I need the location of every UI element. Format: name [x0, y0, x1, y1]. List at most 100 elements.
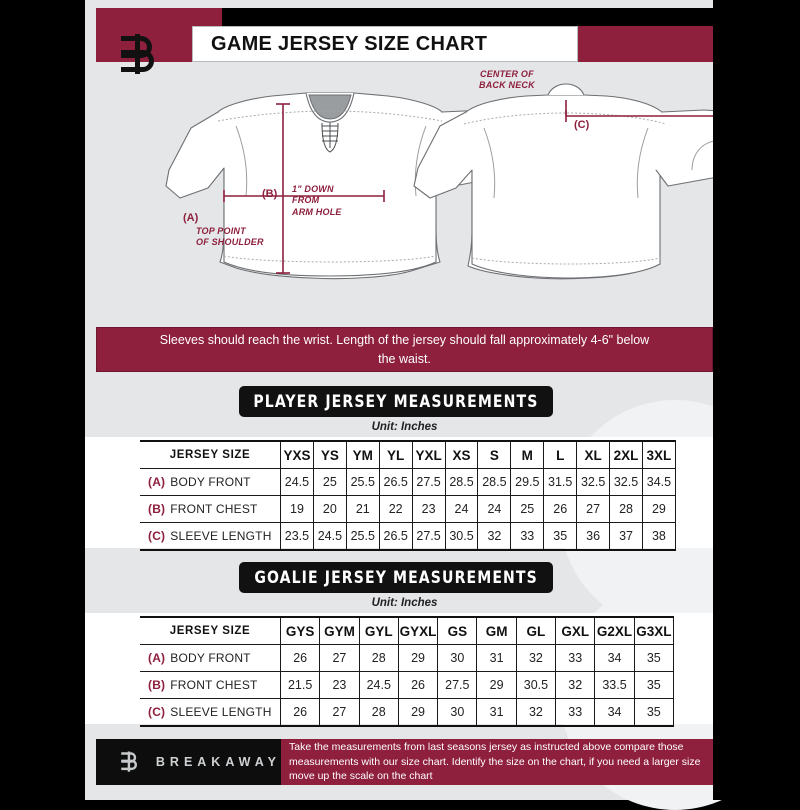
measurement-cell: 37 — [609, 522, 643, 551]
measurement-cell: 26 — [543, 495, 578, 523]
measurement-row-label: (A) BODY FRONT — [140, 644, 281, 672]
measurement-tag: (B) — [148, 678, 166, 692]
measurement-cell: 24.5 — [312, 522, 347, 551]
measurement-cell: 29 — [476, 671, 517, 699]
measurement-cell: 26 — [397, 671, 439, 699]
measurement-cell: 24 — [444, 495, 479, 523]
measurement-cell: 24 — [477, 495, 512, 523]
size-label-header: JERSEY SIZE — [140, 616, 281, 645]
measurement-cell: 32.5 — [609, 468, 643, 496]
measurement-cell: 34 — [594, 644, 635, 672]
table-row: (B) FRONT CHEST 21.5 23 24.5 26 27.5 29 30.5 32 33… — [140, 671, 674, 699]
measurement-cell: 27.5 — [437, 671, 478, 699]
measurement-cell: 35 — [633, 698, 674, 727]
front-dimension-b-label: 1" DOWN FROM ARM HOLE — [292, 184, 342, 217]
size-header-cell: YL — [378, 440, 413, 469]
measurement-cell: 35 — [543, 522, 578, 551]
fit-note: Sleeves should reach the wrist. Length o… — [96, 327, 713, 372]
measurement-cell: 31.5 — [543, 468, 578, 496]
measurement-cell: 25 — [510, 495, 545, 523]
measurement-tag: (A) — [148, 475, 166, 489]
size-header-cell: G3XL — [633, 616, 674, 645]
measurement-cell: 22 — [378, 495, 413, 523]
measurement-cell: 24.5 — [280, 468, 314, 496]
size-header-cell: S — [477, 440, 512, 469]
size-header-cell: GL — [515, 616, 557, 645]
measurement-cell: 32 — [555, 671, 596, 699]
footer-brand-name: BREAKAWAY — [155, 755, 281, 769]
measurement-cell: 30 — [437, 698, 478, 727]
front-dimension-b-tag: (B) — [262, 188, 278, 200]
measurement-cell: 23 — [411, 495, 446, 523]
measurement-cell: 34.5 — [641, 468, 676, 496]
letterbox-right — [713, 0, 800, 800]
table-header-row: JERSEY SIZE YXS YS YM YL YXL XS S M L XL 2XL 3XL — [140, 440, 676, 469]
measurement-cell: 19 — [280, 495, 314, 523]
top-strip-black — [222, 8, 713, 26]
measurement-cell: 21.5 — [279, 671, 321, 699]
footer-instructions-text: Take the measurements from last seasons … — [289, 740, 701, 783]
measurement-cell: 32 — [477, 522, 512, 551]
measurement-cell: 32 — [515, 644, 557, 672]
measurement-cell: 26 — [279, 698, 321, 727]
measurement-tag: (B) — [148, 502, 166, 516]
measurement-cell: 31 — [476, 698, 517, 727]
goalie-section-heading: GOALIE JERSEY MEASUREMENTS — [239, 562, 553, 593]
measurement-cell: 28.5 — [477, 468, 512, 496]
measurement-tag: (A) — [148, 651, 166, 665]
measurement-cell: 35 — [633, 671, 674, 699]
footer-logo-icon — [121, 751, 138, 772]
size-header-cell: GS — [437, 616, 478, 645]
measurement-cell: 25.5 — [345, 468, 380, 496]
player-unit-label: Unit: Inches — [371, 421, 438, 433]
brand-logo-icon — [113, 30, 169, 78]
page-title: GAME JERSEY SIZE CHART — [192, 26, 578, 62]
measurement-cell: 27 — [319, 644, 360, 672]
size-header-cell: YS — [312, 440, 347, 469]
measurement-cell: 36 — [576, 522, 611, 551]
page-title-text: GAME JERSEY SIZE CHART — [211, 32, 488, 55]
size-header-cell: YXL — [411, 440, 446, 469]
size-header-cell: L — [543, 440, 578, 469]
measurement-cell: 33 — [555, 698, 596, 727]
measurement-cell: 29 — [641, 495, 676, 523]
measurement-cell: 27.5 — [411, 522, 446, 551]
measurement-cell: 23 — [319, 671, 360, 699]
size-header-cell: 2XL — [609, 440, 643, 469]
measurement-row-label: (C) SLEEVE LENGTH — [140, 698, 281, 727]
front-dimension-a-tag: (A) — [183, 212, 199, 224]
measurement-cell: 25 — [312, 468, 347, 496]
measurement-row-label: (C) SLEEVE LENGTH — [140, 522, 281, 551]
table-row: (A) BODY FRONT 24.5 25 25.5 26.5 27.5 28.5 28.5 2… — [140, 468, 676, 496]
goalie-section-heading-text: GOALIE JERSEY MEASUREMENTS — [254, 567, 538, 588]
footer-brand: BREAKAWAY — [96, 739, 281, 785]
back-dimension-c-tag: (C) — [574, 119, 590, 131]
measurement-cell: 26.5 — [378, 468, 413, 496]
player-section-heading: PLAYER JERSEY MEASUREMENTS — [239, 386, 553, 417]
fit-note-text: Sleeves should reach the wrist. Length o… — [159, 333, 650, 366]
size-header-cell: XS — [444, 440, 479, 469]
measurement-cell: 28 — [358, 698, 399, 727]
letterbox-left — [0, 0, 85, 800]
table-row: (C) SLEEVE LENGTH 26 27 28 29 30 31 32 33 34 35 — [140, 698, 674, 727]
size-header-cell: GM — [476, 616, 517, 645]
measurement-cell: 25.5 — [345, 522, 380, 551]
measurement-cell: 33 — [555, 644, 596, 672]
measurement-cell: 31 — [476, 644, 517, 672]
measurement-cell: 32 — [515, 698, 557, 727]
measurement-cell: 30.5 — [515, 671, 557, 699]
measurement-cell: 33 — [510, 522, 545, 551]
measurement-row-label: (A) BODY FRONT — [140, 468, 281, 496]
measurement-tag: (C) — [148, 705, 166, 719]
measurement-row-label: (B) FRONT CHEST — [140, 671, 281, 699]
measurement-cell: 27.5 — [411, 468, 446, 496]
size-header-cell: M — [510, 440, 545, 469]
goalie-measurements-table: JERSEY SIZE GYS GYM GYL GYXL GS GM GL GXL G2XL G3X… — [140, 616, 674, 727]
table-header-row: JERSEY SIZE GYS GYM GYL GYXL GS GM GL GXL G2XL G3X… — [140, 616, 674, 645]
measurement-row-label: (B) FRONT CHEST — [140, 495, 281, 523]
footer-instructions: Take the measurements from last seasons … — [281, 739, 713, 785]
size-header-cell: GYL — [358, 616, 399, 645]
size-header-cell: YM — [345, 440, 380, 469]
measurement-cell: 34 — [594, 698, 635, 727]
measurement-cell: 26.5 — [378, 522, 413, 551]
